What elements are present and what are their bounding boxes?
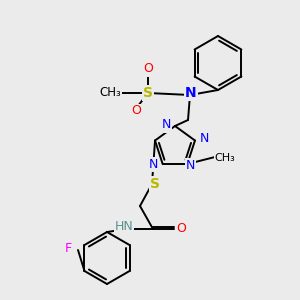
Text: O: O (176, 223, 186, 236)
Text: F: F (64, 242, 72, 254)
Text: N: N (149, 158, 158, 172)
Text: N: N (185, 86, 197, 100)
Text: S: S (143, 86, 153, 100)
Text: S: S (150, 177, 160, 191)
Text: N: N (199, 132, 209, 145)
Text: O: O (143, 62, 153, 76)
Text: N: N (161, 118, 171, 131)
Text: HN: HN (115, 220, 134, 233)
Text: O: O (131, 104, 141, 118)
Text: N: N (186, 160, 195, 172)
Text: CH₃: CH₃ (214, 153, 236, 163)
Text: CH₃: CH₃ (99, 86, 121, 100)
